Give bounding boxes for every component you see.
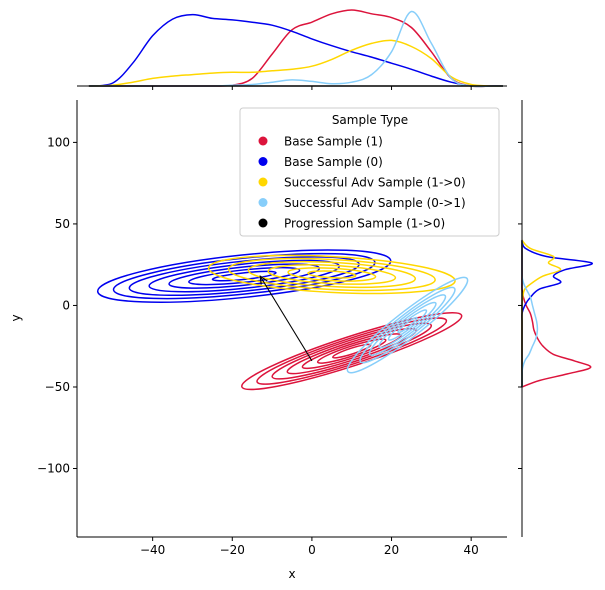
x-axis-ticks: −40 −20 0 20 40 (140, 86, 479, 557)
progression-arrow-layer (260, 276, 313, 362)
legend-title: Sample Type (332, 113, 408, 127)
kde-contour-line (267, 264, 397, 285)
y-tick-label: 50 (55, 217, 70, 231)
kde-contour-line (397, 316, 418, 334)
kde-contour-line (368, 294, 447, 356)
progression-arrow (260, 276, 313, 362)
legend-label: Successful Adv Sample (0->1) (284, 196, 466, 210)
legend-label: Base Sample (1) (284, 135, 383, 149)
legend-marker (258, 198, 268, 207)
kde-contour-line (96, 249, 392, 303)
y-axis-ticks: 100 50 0 −50 −100 (37, 135, 522, 476)
x-tick-label: 20 (384, 543, 399, 557)
legend-label: Progression Sample (1->0) (284, 217, 445, 231)
kde-contour-line (286, 327, 417, 375)
marginal-x-curve (88, 13, 503, 88)
marginal-x-curve (88, 39, 504, 87)
legend-label: Successful Adv Sample (1->0) (284, 176, 466, 190)
x-axis-label: x (288, 567, 295, 581)
legend-marker (258, 177, 268, 187)
legend-marker (258, 157, 268, 166)
x-tick-label: −20 (220, 543, 245, 557)
kde-contour-line (256, 317, 448, 385)
legend-marker (258, 218, 268, 228)
kde-contour-line (359, 286, 456, 364)
kde-contour-line (207, 254, 456, 295)
kde-contour-line (271, 322, 433, 380)
kde-contour-line (227, 257, 436, 292)
kde-contour-line (247, 260, 417, 289)
kde-contour-line (307, 270, 357, 279)
y-tick-label: 100 (47, 135, 70, 149)
kde-contour-line (378, 301, 437, 349)
legend-marker (258, 136, 268, 146)
y-tick-label: −100 (37, 462, 70, 476)
y-tick-label: 0 (62, 298, 70, 312)
cluster-contours (207, 254, 456, 295)
x-tick-label: 0 (308, 543, 316, 557)
y-axis-label: y (9, 314, 23, 321)
kde-contour-line (316, 338, 387, 364)
cluster-contours (346, 276, 469, 374)
kde-contour-line (287, 267, 377, 282)
kde-contours (96, 249, 469, 391)
legend: Sample Type Base Sample (1)Base Sample (… (239, 107, 500, 237)
kde-contour-line (346, 276, 469, 374)
x-tick-label: 40 (464, 543, 479, 557)
legend-frame (239, 107, 500, 237)
legend-label: Base Sample (0) (284, 155, 383, 169)
x-tick-label: −40 (140, 543, 165, 557)
kde-contour-line (387, 309, 428, 341)
legend-entries: Base Sample (1) Base Sample (0) Successful… (258, 135, 466, 231)
kde-contour-line (241, 312, 463, 391)
kde-contour-line (211, 270, 277, 282)
y-tick-label: −50 (45, 380, 70, 394)
